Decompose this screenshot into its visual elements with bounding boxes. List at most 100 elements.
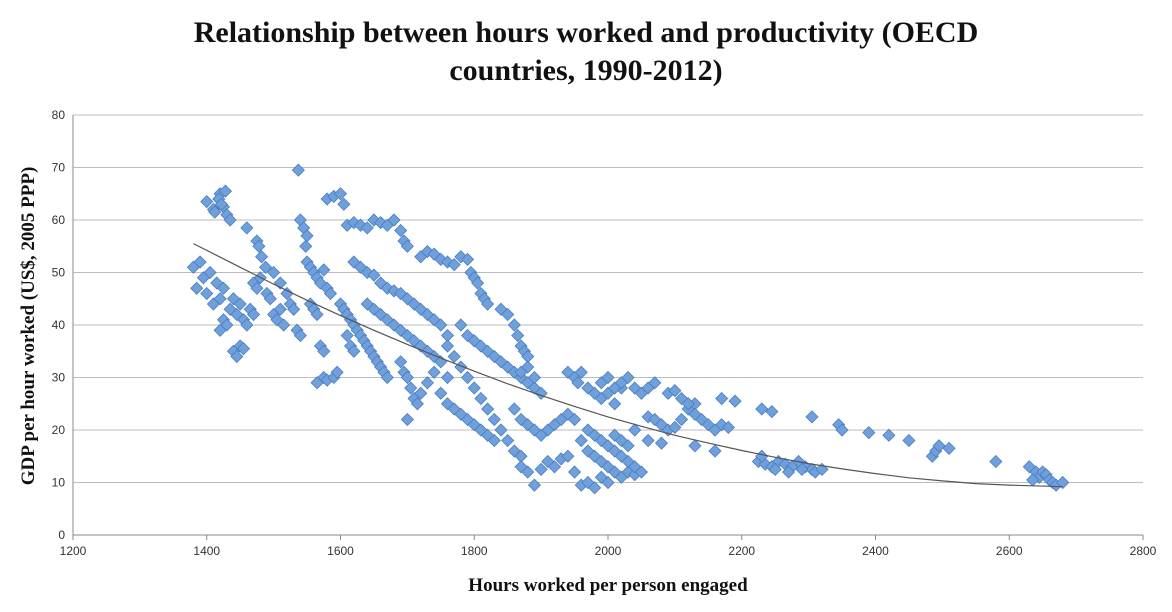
data-point (240, 318, 254, 332)
x-tick-label: 2400 (862, 544, 889, 558)
data-point (347, 344, 361, 358)
data-point (708, 444, 722, 458)
data-point (233, 297, 247, 311)
data-point (200, 286, 214, 301)
data-point (567, 465, 582, 479)
data-point (728, 394, 742, 408)
data-point (481, 402, 495, 416)
x-tick-label: 2800 (1130, 544, 1157, 558)
data-point (501, 307, 515, 322)
data-point (293, 328, 307, 343)
data-point (648, 376, 662, 390)
y-tick-label: 60 (52, 213, 66, 227)
data-point (471, 276, 485, 290)
data-point (474, 391, 488, 406)
data-point (547, 460, 562, 474)
data-point (460, 370, 475, 385)
data-point (394, 223, 408, 238)
data-point (277, 318, 291, 332)
data-point (521, 465, 535, 479)
data-point (567, 412, 582, 427)
data-point (323, 286, 338, 301)
data-point (190, 281, 204, 295)
x-tick-label: 1400 (193, 544, 220, 558)
data-point (240, 221, 254, 235)
data-point (213, 292, 227, 306)
axes (72, 115, 1144, 540)
data-point (765, 405, 779, 419)
data-point (634, 465, 649, 479)
chart-title-line-1: Relationship between hours worked and pr… (193, 16, 979, 49)
data-point (835, 423, 849, 437)
data-point (467, 381, 481, 395)
chart-title: Relationship between hours worked and pr… (0, 14, 1172, 90)
data-point (337, 197, 351, 211)
data-point (668, 384, 682, 398)
data-point (571, 376, 585, 390)
data-point (601, 370, 615, 385)
tick-labels: 0 10 20 30 40 50 60 70 80 1200 1400 1600 1800 2000 220… (52, 108, 1157, 558)
data-point (273, 302, 287, 316)
data-point (494, 423, 508, 437)
x-tick-label: 1600 (327, 544, 354, 558)
data-point (454, 318, 468, 332)
data-point (317, 263, 331, 277)
data-point (434, 318, 448, 332)
data-point (414, 386, 428, 400)
data-point (280, 286, 294, 301)
data-point (200, 195, 214, 209)
data-point (263, 292, 277, 306)
data-point (805, 410, 819, 424)
data-point (230, 349, 244, 364)
data-point (621, 439, 635, 453)
data-point (387, 213, 401, 227)
y-tick-label: 10 (52, 476, 66, 490)
y-tick-label: 30 (52, 371, 66, 385)
data-point (654, 436, 669, 450)
data-point (507, 318, 521, 332)
data-point (420, 376, 435, 390)
y-tick-label: 20 (52, 423, 66, 437)
data-point (208, 205, 222, 219)
data-point (252, 239, 266, 253)
data-point (768, 462, 782, 476)
data-point (220, 318, 234, 332)
data-point (561, 449, 575, 463)
y-axis-title: GDP per hour worked (US$, 2005 PPP) (18, 167, 39, 486)
y-tick-label: 50 (52, 266, 66, 280)
data-point (367, 268, 381, 282)
data-point (501, 433, 515, 448)
data-point (989, 454, 1003, 469)
x-tick-label: 2600 (996, 544, 1023, 558)
data-point (601, 460, 615, 474)
data-point (601, 475, 615, 490)
x-tick-label: 1800 (461, 544, 488, 558)
x-tick-label: 2000 (595, 544, 622, 558)
data-point (521, 360, 535, 374)
data-point (721, 420, 735, 434)
data-point (434, 386, 448, 400)
x-tick-label: 1200 (60, 544, 87, 558)
data-point (628, 423, 642, 437)
data-point (795, 462, 809, 476)
y-tick-label: 80 (52, 108, 66, 122)
data-point (681, 397, 695, 411)
data-point (410, 397, 424, 411)
data-point (932, 439, 946, 453)
data-point (214, 197, 229, 211)
data-point (460, 252, 475, 266)
data-point (330, 365, 344, 379)
data-point (360, 221, 374, 235)
data-point (218, 184, 233, 198)
data-points (186, 163, 1070, 495)
data-point (588, 481, 602, 495)
data-point (447, 258, 461, 272)
data-point (511, 328, 525, 343)
data-point (507, 402, 521, 416)
data-point (216, 281, 231, 295)
data-point (1056, 475, 1070, 490)
data-point (882, 428, 896, 442)
trendline-curve (193, 243, 1063, 488)
trendline (193, 243, 1063, 488)
